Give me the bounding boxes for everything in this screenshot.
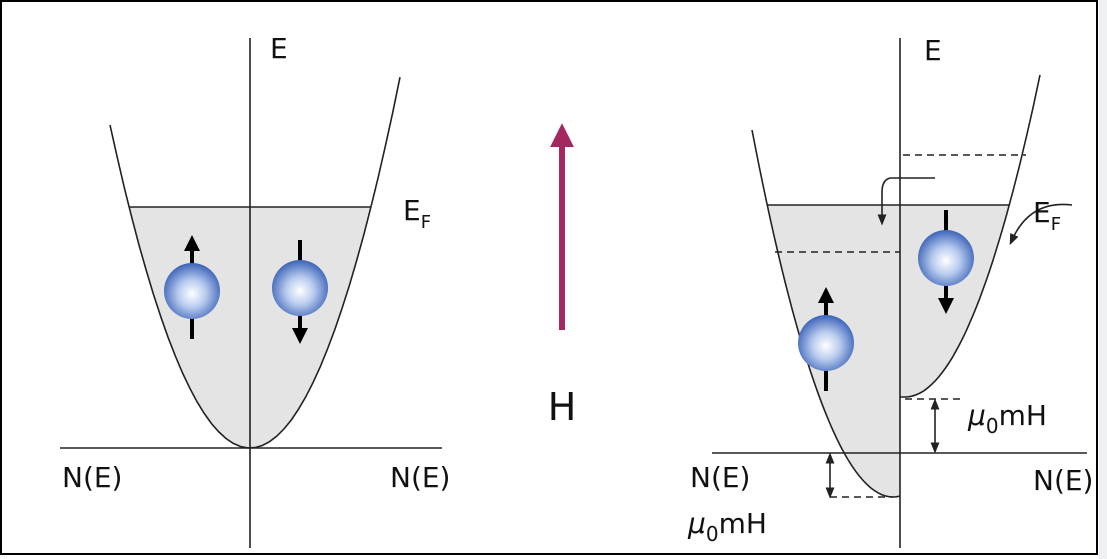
electron — [164, 263, 220, 319]
electron — [918, 230, 974, 286]
electron — [272, 260, 328, 316]
energy-label: E — [924, 34, 942, 67]
dos-label: N(E) — [62, 461, 122, 494]
dos-label: N(E) — [390, 461, 450, 494]
energy-label: E — [270, 32, 288, 65]
field-label: H — [548, 385, 577, 429]
edge-strip — [1099, 0, 1107, 559]
electron — [798, 315, 854, 371]
dos-label: N(E) — [690, 461, 750, 494]
dos-label: N(E) — [1033, 464, 1093, 497]
diagram: E EF N(E) N(E) H E EF μ0mH N(E) N(E) μ0m… — [0, 0, 1107, 559]
